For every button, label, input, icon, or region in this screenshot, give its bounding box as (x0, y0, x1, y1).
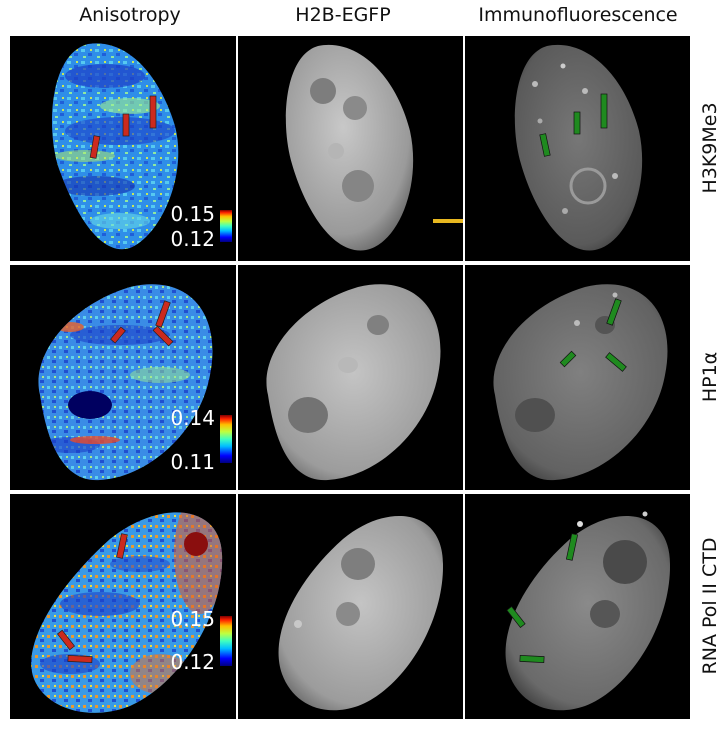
colorbar (220, 415, 232, 463)
scale-bar (433, 219, 463, 223)
panel-immuno-hp1a (465, 265, 690, 490)
anisotropy-bar-3 (67, 655, 93, 663)
immuno-bar-2 (573, 111, 581, 135)
immuno-image (493, 284, 668, 481)
anisotropy-bar-1 (116, 533, 128, 559)
row-label-h3k9me3: H3K9Me3 (699, 102, 721, 194)
colorbar (220, 210, 232, 242)
immuno-bar-3 (519, 655, 545, 663)
colorbar-max-label: 0.15 (170, 607, 215, 631)
colorbar-min-label: 0.11 (170, 450, 215, 474)
colorbar-min-label: 0.12 (170, 227, 215, 251)
anisotropy-bar-2 (155, 300, 171, 328)
panel-immuno-h3k9me3 (465, 36, 690, 261)
colorbar (220, 616, 232, 666)
nucleus-image (278, 515, 444, 711)
panel-anisotropy-hp1a: 0.14 0.11 (10, 265, 236, 490)
column-header-anisotropy: Anisotropy (79, 4, 181, 26)
colorbar-max-label: 0.15 (170, 202, 215, 226)
colorbar-min-label: 0.12 (170, 650, 215, 674)
immuno-image (505, 511, 671, 711)
immuno-image (514, 44, 643, 251)
panel-anisotropy-rnapol2: 0.15 0.12 (10, 494, 236, 719)
nucleus-image (285, 44, 414, 251)
anisotropy-bar-3 (149, 95, 157, 129)
immuno-bar-3 (605, 352, 627, 372)
anisotropy-bar-3 (152, 325, 174, 347)
column-header-h2b-egfp: H2B-EGFP (295, 4, 391, 26)
row-label-hp1a: HP1α (699, 351, 721, 403)
anisotropy-bar-2 (122, 113, 130, 137)
nucleolus-marker (184, 532, 208, 556)
panel-immuno-rnapol2 (465, 494, 690, 719)
immuno-bar-2 (606, 298, 622, 326)
panel-anisotropy-h3k9me3: 0.15 0.12 (10, 36, 236, 261)
immuno-bar-1 (565, 533, 579, 561)
anisotropy-bar-1 (110, 326, 126, 344)
immuno-bar-2 (506, 605, 526, 629)
nucleus-image (266, 284, 441, 481)
column-header-immunofluorescence: Immunofluorescence (478, 4, 678, 26)
immuno-bar-1 (559, 350, 577, 368)
anisotropy-bar-1 (89, 135, 101, 159)
panel-h2b-rnapol2 (238, 494, 463, 719)
panel-h2b-h3k9me3 (238, 36, 463, 261)
colorbar-max-label: 0.14 (170, 406, 215, 430)
anisotropy-bar-2 (56, 629, 76, 651)
immuno-bar-3 (600, 93, 608, 129)
panel-h2b-hp1a (238, 265, 463, 490)
immuno-bar-1 (539, 133, 551, 157)
row-label-rna-pol-ii-ctd: RNA Pol II CTD (699, 537, 721, 675)
